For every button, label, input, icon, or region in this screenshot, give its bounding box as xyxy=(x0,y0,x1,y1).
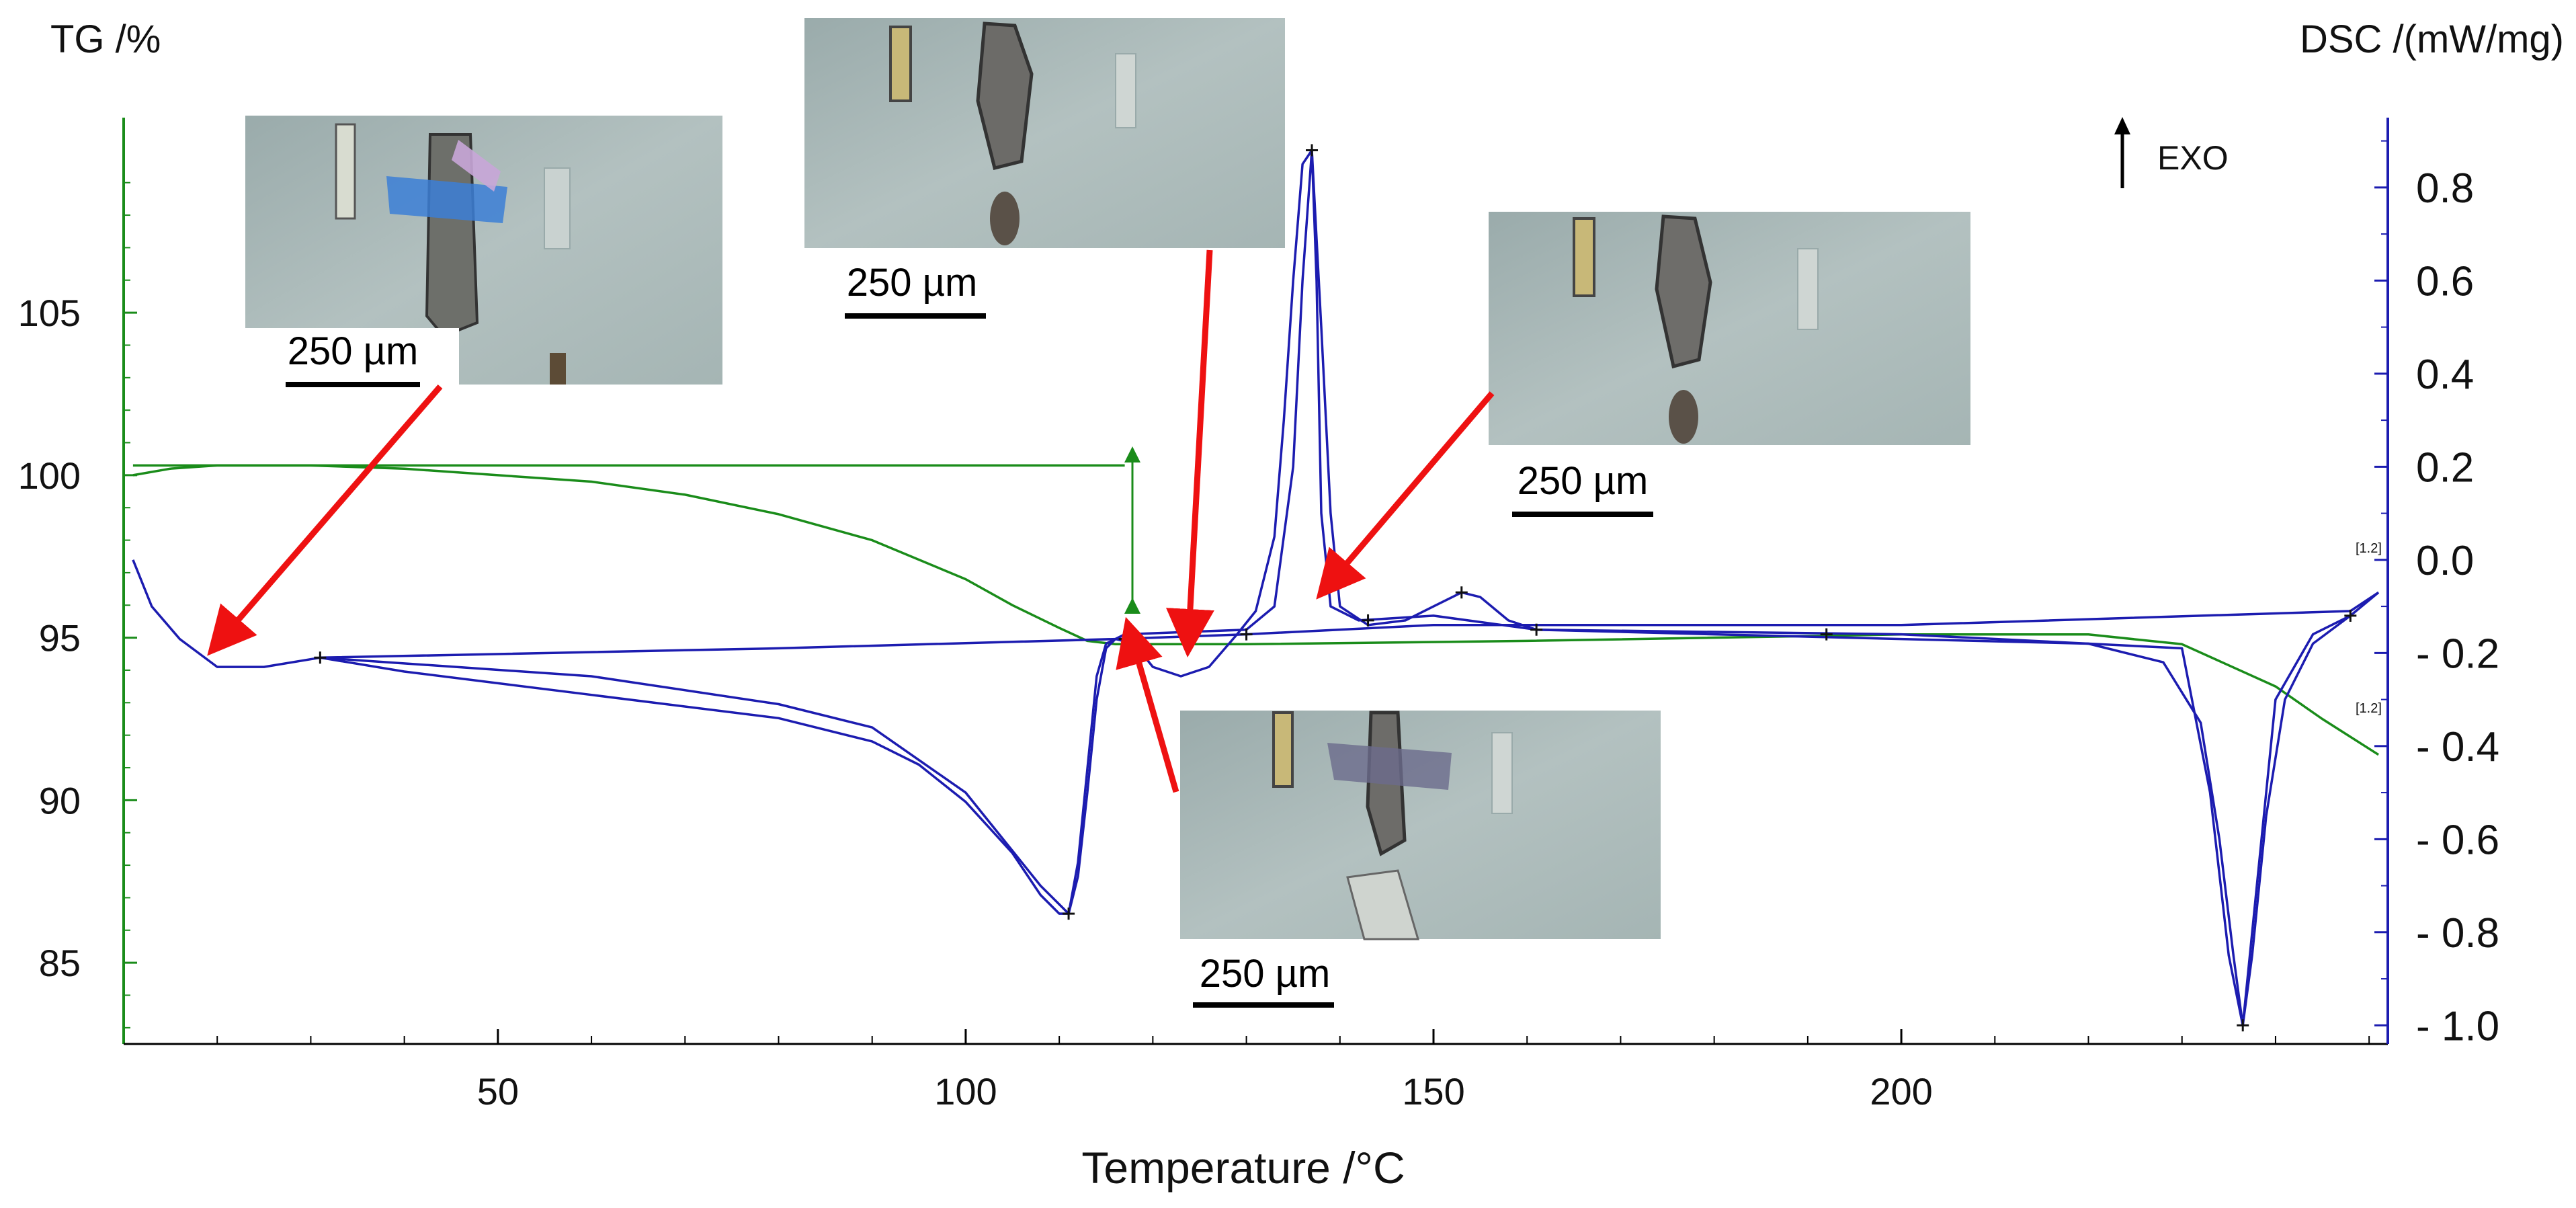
point-marker xyxy=(1455,586,1468,599)
pointer-arrow-4 xyxy=(1116,616,1179,793)
micrograph-4: 250 µm xyxy=(1180,711,1661,1008)
dsc-curve-4 xyxy=(320,591,2380,659)
exo-indicator: EXO xyxy=(2114,117,2229,188)
right-tick-label: - 1.0 xyxy=(2416,1003,2499,1049)
left-tick-label: 85 xyxy=(39,942,81,984)
point-marker xyxy=(1530,623,1543,636)
left-tick-label: 105 xyxy=(18,292,81,334)
x-tick-label: 50 xyxy=(477,1070,519,1113)
left-tick-label: 100 xyxy=(18,454,81,497)
right-tick-label: 0.0 xyxy=(2416,538,2474,584)
dsc-curve-3 xyxy=(320,149,2352,1027)
point-marker xyxy=(1820,628,1833,641)
left-tick-label: 90 xyxy=(39,779,81,821)
x-tick-label: 200 xyxy=(1870,1070,1932,1113)
pointer-arrows xyxy=(207,249,1495,793)
right-tick-label: - 0.8 xyxy=(2416,910,2499,957)
left-axis-title: TG /% xyxy=(50,17,161,61)
point-marker xyxy=(1362,614,1374,627)
axes xyxy=(122,118,2389,1045)
point-marker xyxy=(2344,609,2357,622)
left-tick-label: 95 xyxy=(39,617,81,659)
x-tick-label: 100 xyxy=(934,1070,997,1113)
right-tick-label: 0.8 xyxy=(2416,165,2474,212)
point-marker xyxy=(314,651,327,664)
pointer-arrow-2 xyxy=(1165,249,1214,657)
point-marker xyxy=(1240,628,1253,641)
right-tick-label: 0.4 xyxy=(2416,352,2474,398)
right-axis-title: DSC /(mW/mg) xyxy=(2300,17,2564,61)
micrograph-2: 250 µm xyxy=(804,18,1285,319)
micrograph-4-scale-label: 250 µm xyxy=(1200,952,1331,996)
tg-end-label: [1.2] xyxy=(2356,701,2382,716)
right-tick-label: 0.2 xyxy=(2416,444,2474,491)
micrograph-3: 250 µm xyxy=(1489,212,1970,517)
micrograph-2-scale-label: 250 µm xyxy=(847,261,978,305)
point-marker xyxy=(1063,908,1075,920)
micrograph-1: 250 µm xyxy=(245,116,722,387)
pointer-arrow-1 xyxy=(207,385,443,656)
point-marker xyxy=(1306,144,1319,157)
right-tick-label: - 0.4 xyxy=(2416,724,2499,770)
pointer-arrow-3 xyxy=(1316,391,1495,600)
dsc-end-label: [1.2] xyxy=(2356,541,2382,556)
right-tick-label: 0.6 xyxy=(2416,258,2474,305)
micrograph-3-scale-label: 250 µm xyxy=(1518,459,1649,503)
ticks: 50 100 150 200 85 90 95 100 105 0.8 0.6 0.4 0.2 0.0 - … xyxy=(18,140,2499,1113)
exo-arrowhead-icon xyxy=(2114,117,2130,134)
point-marker xyxy=(2237,1019,2249,1032)
micrograph-1-scale-label: 250 µm xyxy=(288,329,419,373)
x-axis-title: Temperature /°C xyxy=(1081,1143,1405,1193)
exo-label: EXO xyxy=(2157,139,2229,177)
x-tick-label: 150 xyxy=(1402,1070,1464,1113)
right-tick-label: - 0.2 xyxy=(2416,631,2499,677)
right-tick-label: - 0.6 xyxy=(2416,817,2499,863)
